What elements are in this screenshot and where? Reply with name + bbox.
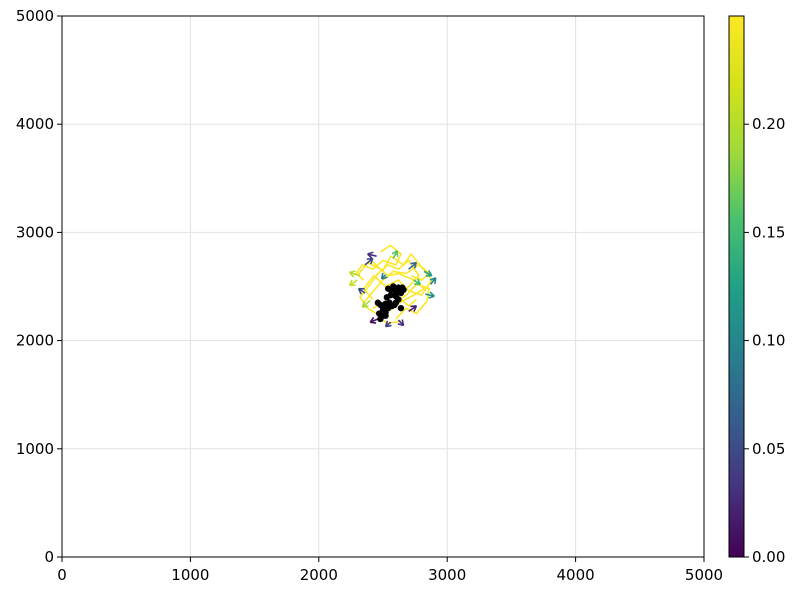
x-tick-label: 3000 — [428, 566, 466, 584]
velocity-arrow — [391, 250, 399, 259]
velocity-arrow — [408, 261, 418, 270]
colorbar-ticks: 0.00 0.05 0.10 0.15 0.20 — [744, 115, 785, 566]
plot-frame — [61, 15, 705, 558]
velocity-arrow — [348, 279, 358, 287]
agent-trail — [355, 244, 402, 281]
y-tick-label: 3000 — [16, 223, 54, 241]
colorbar-tick-label: 0.00 — [752, 548, 785, 566]
x-tick-label: 0 — [57, 566, 67, 584]
axis-layer: 0 1000 2000 3000 4000 5000 0 1000 2000 3000 4000 50… — [16, 7, 723, 584]
velocity-arrow — [380, 272, 388, 280]
x-tick-label: 1000 — [171, 566, 209, 584]
point-layer — [374, 283, 407, 323]
velocity-arrow — [361, 299, 371, 308]
x-tick-label: 5000 — [685, 566, 723, 584]
colorbar-tick-label: 0.15 — [752, 223, 785, 241]
y-tick-label: 5000 — [16, 7, 54, 25]
velocity-arrow — [413, 278, 421, 286]
agent-point — [392, 288, 400, 296]
agent-point — [399, 284, 406, 291]
velocity-arrow — [384, 320, 392, 328]
arrow-layer — [348, 250, 437, 328]
agent-point — [374, 299, 382, 306]
agent-point — [382, 300, 389, 308]
velocity-arrow — [369, 316, 379, 324]
x-tick-label: 4000 — [557, 566, 595, 584]
agent-point — [383, 294, 391, 301]
grid-layer — [61, 15, 705, 558]
velocity-arrow — [364, 257, 374, 266]
velocity-arrow — [408, 305, 418, 313]
agent-trail — [363, 264, 431, 304]
colorbar-tick-label: 0.05 — [752, 440, 785, 458]
velocity-arrow — [357, 287, 366, 295]
y-tick-label: 1000 — [16, 440, 54, 458]
agent-point — [391, 301, 398, 309]
colorbar-tick-label: 0.20 — [752, 115, 785, 133]
colorbar-tick-label: 0.10 — [752, 332, 785, 350]
velocity-arrow — [349, 270, 361, 278]
velocity-arrow — [397, 319, 405, 327]
x-tick-label: 2000 — [300, 566, 338, 584]
velocity-arrow — [367, 251, 377, 259]
colorbar — [728, 15, 745, 558]
agent-point — [397, 304, 405, 312]
velocity-arrow — [423, 270, 433, 277]
velocity-arrow — [429, 277, 437, 285]
y-tick-label: 4000 — [16, 115, 54, 133]
y-tick-label: 2000 — [16, 332, 54, 350]
y-tick-label: 0 — [44, 548, 54, 566]
agent-point — [384, 285, 392, 292]
velocity-arrow — [425, 291, 435, 299]
agent-point — [375, 310, 383, 317]
agent-point — [382, 312, 389, 319]
